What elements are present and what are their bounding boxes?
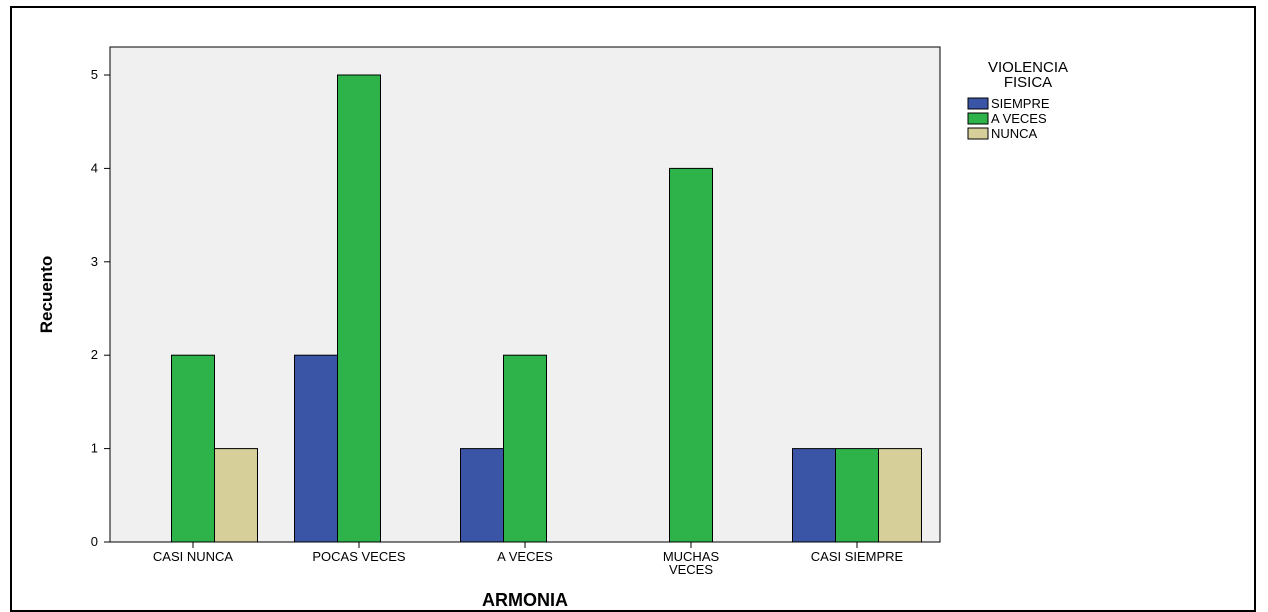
bar-a-veces <box>171 354 215 543</box>
x-tick-label: CASI SIEMPRE <box>811 549 904 564</box>
bar-nunca <box>214 448 258 543</box>
legend-label: NUNCA <box>991 126 1038 141</box>
bar-siempre <box>294 354 338 543</box>
y-tick-label: 4 <box>91 160 98 175</box>
legend-label: SIEMPRE <box>991 96 1050 111</box>
y-tick-label: 3 <box>91 254 98 269</box>
legend-swatch <box>967 127 989 140</box>
bar-a-veces <box>503 354 547 543</box>
bar-a-veces <box>337 74 381 543</box>
bars <box>171 74 922 543</box>
legend-swatch <box>967 112 989 125</box>
x-tick-label: MUCHAS <box>663 549 720 564</box>
x-tick-label: CASI NUNCA <box>153 549 234 564</box>
x-tick-label: VECES <box>669 562 713 577</box>
bar-siempre <box>792 448 836 543</box>
bar-a-veces <box>669 167 713 543</box>
y-tick-label: 2 <box>91 347 98 362</box>
x-axis-label: ARMONIA <box>482 590 568 610</box>
y-tick-label: 5 <box>91 67 98 82</box>
y-tick-label: 0 <box>91 534 98 549</box>
legend-title: FISICA <box>1004 74 1052 91</box>
bar-nunca <box>878 448 922 543</box>
y-tick-label: 1 <box>91 441 98 456</box>
bar-siempre <box>460 448 504 543</box>
legend-label: A VECES <box>991 111 1047 126</box>
legend-title: VIOLENCIA <box>988 59 1068 76</box>
y-axis-label: Recuento <box>37 256 56 333</box>
x-tick-label: POCAS VECES <box>312 549 406 564</box>
bar-a-veces <box>835 448 879 543</box>
x-tick-label: A VECES <box>497 549 553 564</box>
legend-swatch <box>967 97 989 110</box>
y-axis: 0 1 2 3 4 5 <box>91 67 110 549</box>
